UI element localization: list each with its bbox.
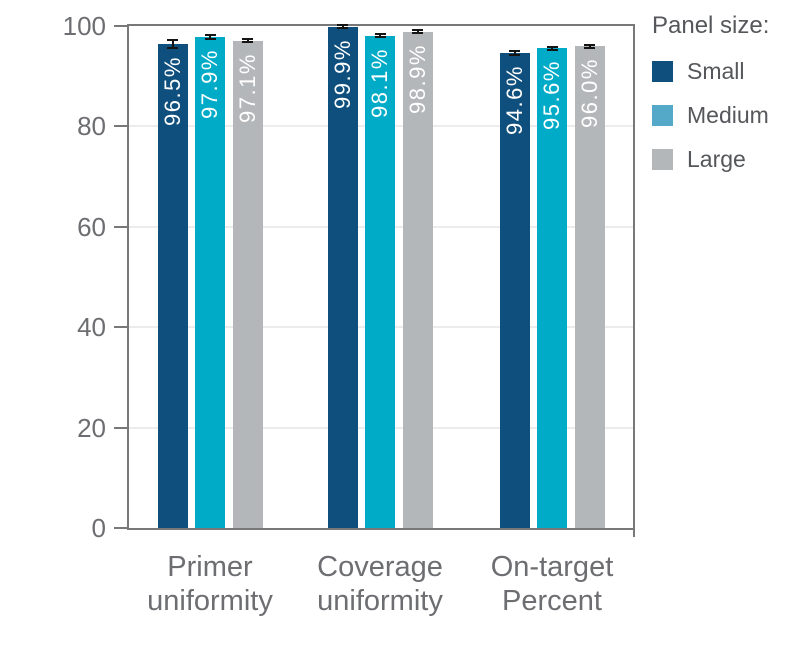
error-bar-line [588, 43, 591, 49]
bar-fill [232, 40, 263, 528]
bar-large-2: 96.0% [574, 43, 605, 528]
bar-value-label: 96.5% [159, 55, 185, 126]
y-tick-label-40: 40 [77, 312, 106, 343]
bar-medium-1: 98.1% [365, 33, 395, 528]
error-bar-cap-top [374, 33, 386, 36]
bar-fill [402, 31, 433, 528]
error-bar-cap-bottom [412, 32, 423, 35]
bar-value-label: 97.1% [234, 52, 260, 123]
bar-group-coverage: 99.9% 98.1% 98.9% [327, 24, 433, 528]
bar-fill [157, 43, 188, 528]
bar-large-1: 98.9% [402, 29, 433, 528]
y-tick-40 [114, 326, 127, 329]
bar-group-primer: 96.5% 97.9% 97.1% [157, 26, 263, 528]
bar-small-1: 99.9% [327, 24, 358, 528]
bar-value-label: 94.6% [501, 65, 527, 136]
y-tick-label-80: 80 [77, 111, 106, 142]
legend-swatch-medium [652, 105, 673, 126]
bar-fill [365, 35, 395, 528]
error-bar-cap-top [546, 45, 558, 48]
bar-medium-0: 97.9% [195, 33, 225, 528]
x-label-line: On-target [490, 551, 614, 583]
bar-group-on-target: 94.6% 95.6% 96.0% [499, 26, 605, 528]
bar-fill [574, 46, 605, 528]
error-bar-line [341, 24, 344, 30]
error-bar-cap-bottom [374, 36, 386, 39]
y-tick-60 [114, 225, 127, 228]
legend-item-small: Small [652, 59, 797, 84]
legend-item-medium: Medium [652, 103, 797, 128]
y-tick-label-100: 100 [62, 11, 106, 41]
x-label-line: uniformity [147, 585, 273, 617]
y-tick-label-20: 20 [77, 412, 106, 443]
bar-fill [537, 48, 567, 528]
x-label-line: Primer [167, 551, 253, 583]
legend-title: Panel size: [652, 12, 770, 39]
plot-inner: 96.5% 97.9% 97.1% 99.9% 98.1% 98.9% 94.6% 95.6%… [129, 24, 633, 528]
x-label-line: Percent [502, 585, 602, 617]
y-tick-label-0: 0 [91, 513, 106, 543]
legend-item-large: Large [652, 147, 797, 172]
x-label-on-target: On-target Percent [437, 550, 667, 618]
bar-value-label: 95.6% [539, 60, 564, 131]
error-bar-cap-bottom [584, 46, 595, 49]
error-bar-cap-bottom [167, 46, 178, 49]
error-bar-cap-bottom [204, 37, 216, 40]
error-bar-cap-top [242, 38, 253, 41]
bar-value-label: 97.9% [197, 48, 222, 119]
error-bar-line [551, 45, 553, 51]
bar-medium-2: 95.6% [537, 45, 567, 528]
error-bar-cap-top [412, 29, 423, 32]
error-bar-line [246, 38, 249, 44]
bar-value-label: 99.9% [329, 38, 355, 109]
legend-items: Small Medium Large [652, 59, 797, 172]
error-bar-cap-bottom [242, 41, 253, 44]
x-label-line: Coverage [317, 551, 443, 583]
y-tick-20 [114, 426, 127, 429]
error-bar-cap-bottom [546, 48, 558, 51]
bar-small-2: 94.6% [499, 50, 530, 528]
plot-area: 96.5% 97.9% 97.1% 99.9% 98.1% 98.9% 94.6% 95.6%… [127, 24, 635, 530]
bar-value-label: 98.1% [367, 47, 392, 118]
x-edge-tick-right [633, 528, 635, 537]
bar-fill [327, 26, 358, 528]
bar-fill [195, 36, 225, 528]
legend-label: Small [687, 58, 745, 84]
error-bar-cap-top [509, 50, 520, 53]
y-tick-0 [114, 527, 127, 529]
bar-large-0: 97.1% [232, 38, 263, 528]
y-tick-label-60: 60 [77, 211, 106, 242]
error-bar-cap-bottom [509, 54, 520, 57]
error-bar-line [513, 50, 516, 57]
error-bar-line [171, 38, 174, 49]
error-bar-cap-top [167, 38, 178, 41]
y-tick-80 [114, 125, 127, 128]
x-label-primer: Primer uniformity [95, 550, 325, 618]
legend: Panel size: Small Medium Large [652, 12, 797, 172]
bar-small-0: 96.5% [157, 38, 188, 528]
legend-label: Medium [687, 102, 769, 128]
legend-swatch-small [652, 61, 673, 82]
error-bar-cap-bottom [337, 27, 348, 30]
bar-value-label: 98.9% [404, 43, 430, 114]
legend-swatch-large [652, 149, 673, 170]
x-label-line: uniformity [317, 585, 443, 617]
legend-label: Large [687, 146, 746, 172]
bar-fill [499, 53, 530, 528]
error-bar-cap-top [204, 33, 216, 36]
error-bar-line [209, 33, 211, 40]
error-bar-line [379, 33, 381, 39]
error-bar-cap-top [584, 43, 595, 46]
x-label-coverage: Coverage uniformity [265, 550, 495, 618]
error-bar-line [416, 29, 419, 35]
error-bar-cap-top [337, 24, 348, 27]
bar-value-label: 96.0% [576, 58, 602, 129]
y-tick-100 [114, 25, 127, 27]
